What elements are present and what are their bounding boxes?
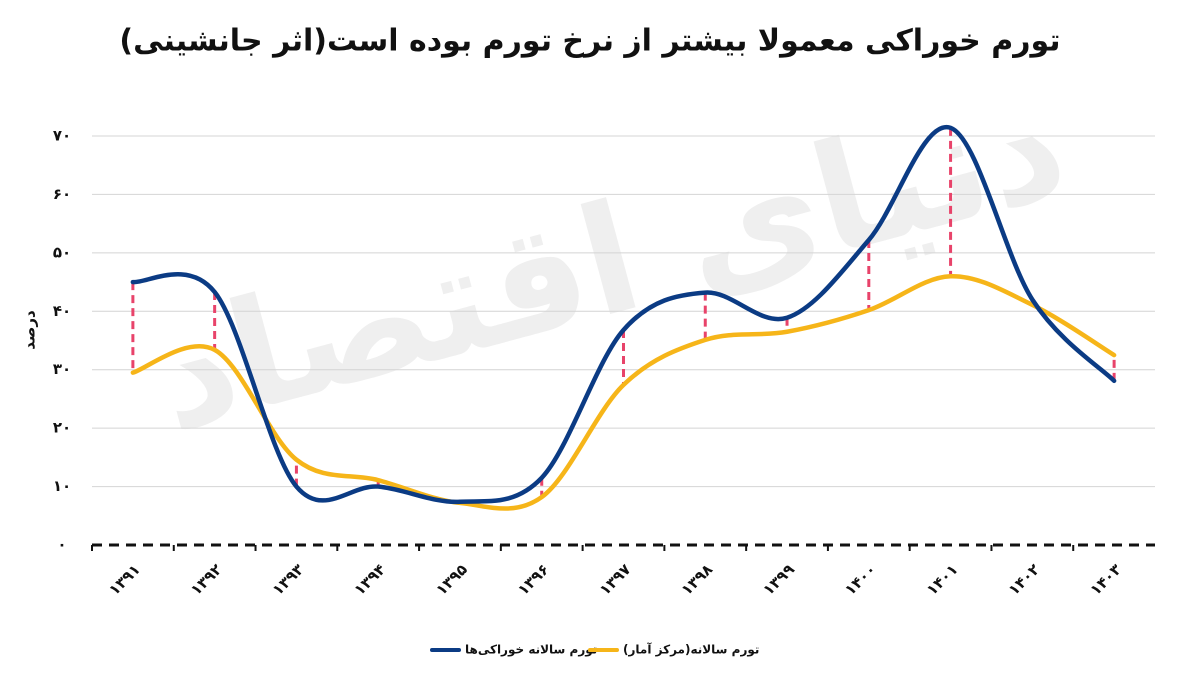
x-tick-label: ۱۳۹۳ — [269, 560, 308, 599]
x-tick-label: ۱۴۰۰ — [841, 560, 880, 599]
y-tick-label: ۱۰ — [53, 477, 71, 495]
line-series — [130, 273, 1117, 511]
legend-label: تورم سالانه خوراکی‌ها — [465, 643, 597, 658]
legend-label: تورم سالانه(مرکز آمار) — [623, 642, 759, 658]
x-tick-label: ۱۴۰۲ — [1005, 560, 1044, 599]
y-tick-label: ۲۰ — [53, 419, 71, 437]
y-tick-label: ۰ — [57, 536, 66, 554]
x-tick-label: ۱۳۹۵ — [432, 560, 471, 599]
y-axis-label: درصد — [21, 310, 39, 350]
x-tick-label: ۱۳۹۸ — [678, 560, 717, 599]
x-tick-label: ۱۴۰۱ — [923, 560, 962, 599]
x-tick-label: ۱۴۰۳ — [1086, 560, 1125, 599]
y-tick-label: ۶۰ — [53, 185, 71, 203]
line-series — [130, 124, 1117, 505]
y-tick-label: ۷۰ — [53, 127, 71, 145]
x-tick-label: ۱۳۹۹ — [759, 560, 798, 599]
x-tick-label: ۱۳۹۷ — [596, 560, 635, 599]
x-tick-label: ۱۳۹۱ — [105, 560, 144, 599]
y-tick-label: ۴۰ — [53, 302, 71, 320]
chart-title: تورم خوراکی معمولا بیشتر از نرخ تورم بود… — [119, 24, 1060, 59]
y-tick-label: ۵۰ — [53, 243, 71, 261]
x-tick-label: ۱۳۹۴ — [351, 560, 390, 599]
x-tick-label: ۱۳۹۲ — [187, 560, 226, 599]
y-tick-label: ۳۰ — [53, 360, 71, 378]
x-tick-label: ۱۳۹۶ — [514, 560, 553, 599]
